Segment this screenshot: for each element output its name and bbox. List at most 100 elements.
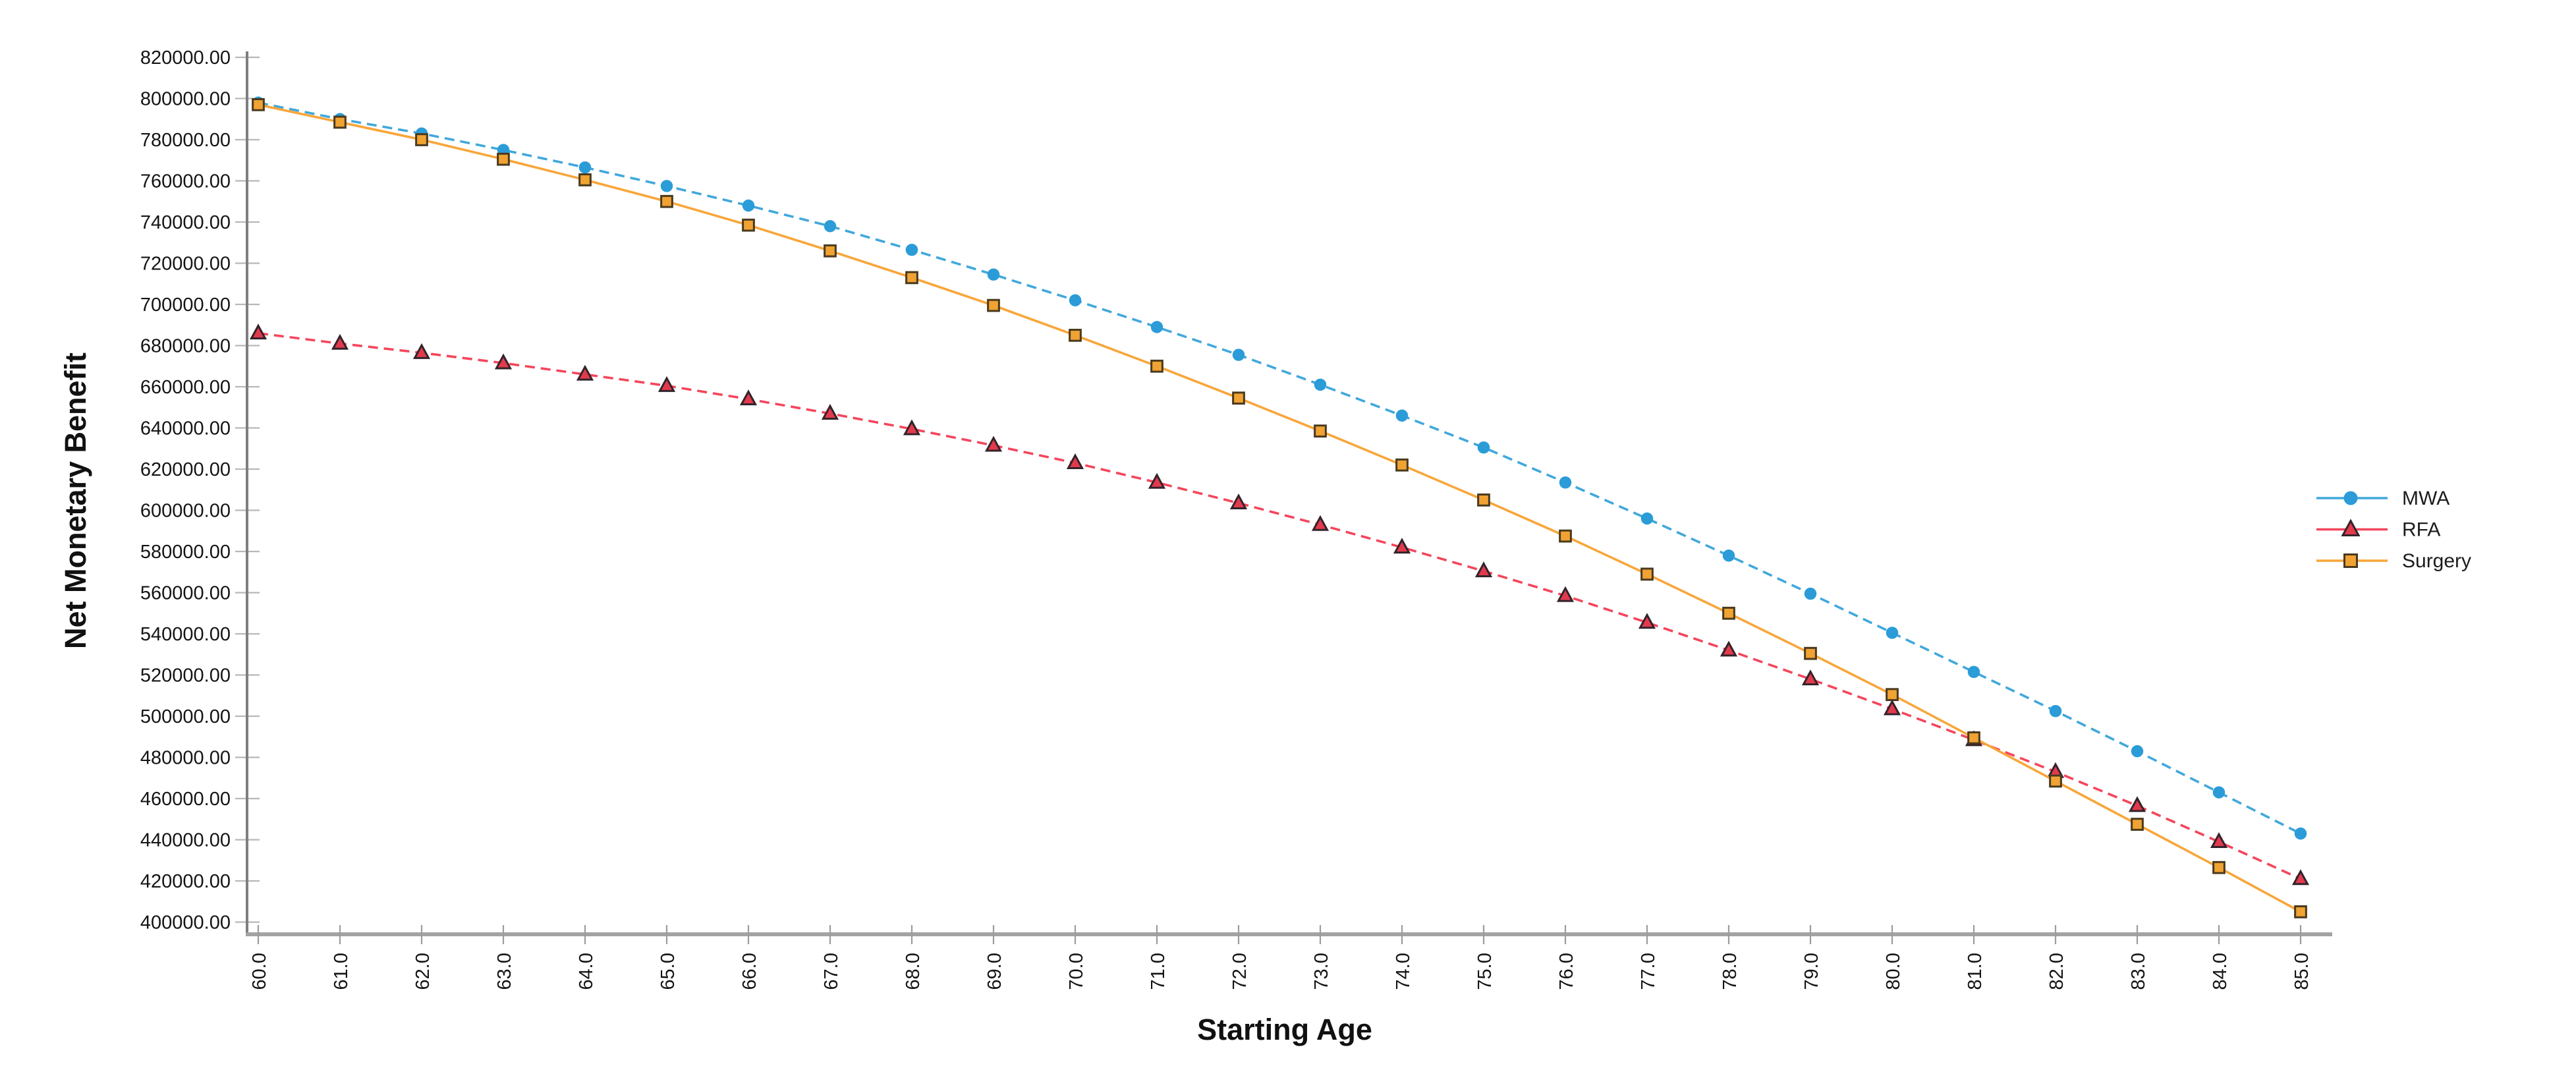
x-tick-label: 82.0 — [2046, 953, 2067, 990]
series-surgery — [252, 98, 2307, 918]
triangle-marker — [1883, 699, 1901, 716]
series-line — [258, 103, 2301, 913]
series-rfa — [249, 324, 2310, 886]
circle-marker — [2049, 704, 2062, 718]
circle-marker — [1722, 550, 1735, 562]
y-tick-label: 440000.00 — [140, 830, 231, 851]
triangle-marker — [2210, 832, 2228, 849]
triangle-marker — [2341, 519, 2361, 536]
square-marker — [1722, 606, 1735, 620]
legend-label: RFA — [2402, 519, 2440, 541]
x-tick-label: 64.0 — [576, 953, 597, 990]
x-tick-label: 72.0 — [1229, 953, 1250, 990]
series-lines — [249, 96, 2310, 918]
x-tick-label: 76.0 — [1556, 953, 1577, 990]
x-tick-label: 60.0 — [249, 953, 270, 990]
x-tick-label: 78.0 — [1720, 953, 1741, 990]
square-marker — [987, 298, 1000, 312]
square-marker — [1886, 688, 1899, 702]
y-tick-label: 400000.00 — [140, 913, 231, 934]
series-mwa — [252, 96, 2307, 840]
x-tick-label: 67.0 — [821, 953, 842, 990]
square-marker — [578, 173, 592, 186]
triangle-marker — [1556, 586, 1575, 602]
square-marker — [2131, 818, 2144, 831]
square-marker — [1314, 424, 1327, 438]
square-marker — [1559, 529, 1572, 543]
y-tick-label: 680000.00 — [140, 336, 231, 357]
square-marker — [2049, 774, 2062, 788]
legend-item-mwa: MWA — [2316, 488, 2450, 509]
circle-marker — [1314, 378, 1327, 391]
triangle-marker — [331, 333, 349, 350]
circle-marker — [824, 220, 837, 233]
x-tick-label: 71.0 — [1148, 953, 1169, 990]
triangle-marker — [1393, 538, 1411, 554]
square-marker — [1804, 646, 1817, 660]
square-marker — [1150, 359, 1163, 373]
square-marker — [1967, 731, 1980, 745]
x-tick-label: 85.0 — [2291, 953, 2312, 990]
y-tick-label: 480000.00 — [140, 748, 231, 769]
y-tick-label: 460000.00 — [140, 789, 231, 810]
x-tick-label: 80.0 — [1883, 953, 1904, 990]
x-tick-label: 77.0 — [1638, 953, 1659, 990]
y-tick-label: 660000.00 — [140, 377, 231, 398]
triangle-marker — [821, 404, 839, 420]
triangle-marker — [1311, 515, 1330, 531]
x-tick-label: 65.0 — [658, 953, 679, 990]
square-marker — [1640, 567, 1654, 581]
triangle-marker — [1638, 613, 1656, 629]
triangle-marker — [903, 419, 921, 436]
circle-marker — [905, 243, 918, 256]
circle-marker — [578, 161, 592, 174]
x-axis-title: Starting Age — [1197, 1013, 1372, 1046]
square-marker — [252, 98, 265, 111]
triangle-marker — [1801, 669, 1820, 686]
circle-marker — [2294, 827, 2307, 840]
y-axis-title: Net Monetary Benefit — [59, 353, 92, 649]
triangle-marker — [658, 376, 676, 392]
square-marker — [2294, 905, 2307, 918]
y-tick-label: 720000.00 — [140, 254, 231, 275]
square-marker — [333, 115, 347, 129]
square-marker — [824, 244, 837, 258]
x-tick-label: 81.0 — [1965, 953, 1986, 990]
x-tick-label: 66.0 — [739, 953, 760, 990]
x-tick-label: 84.0 — [2210, 953, 2231, 990]
triangle-marker — [494, 353, 513, 370]
y-tick-label: 600000.00 — [140, 501, 231, 522]
axes: 820000.00 800000.00 780000.00 760000.00 7400… — [140, 47, 2332, 990]
x-tick-label: 79.0 — [1801, 953, 1822, 990]
circle-marker — [1150, 321, 1163, 333]
triangle-marker — [1720, 640, 1738, 657]
square-marker — [742, 218, 755, 232]
square-marker — [2212, 860, 2226, 874]
triangle-marker — [1148, 472, 1166, 489]
circle-marker — [1069, 294, 1082, 306]
y-tick-label: 420000.00 — [140, 871, 231, 892]
square-marker — [1477, 494, 1490, 507]
square-marker — [1395, 458, 1409, 472]
y-tick-label: 800000.00 — [140, 89, 231, 110]
square-marker — [497, 152, 510, 166]
circle-marker — [1395, 409, 1409, 422]
y-tick-label: 580000.00 — [140, 542, 231, 563]
legend: MWA RFA Surgery — [2316, 488, 2471, 572]
circle-marker — [1232, 349, 1245, 361]
x-tick-label: 63.0 — [494, 953, 515, 990]
x-tick-label: 70.0 — [1066, 953, 1087, 990]
circle-marker — [1967, 665, 1980, 679]
y-tick-label: 640000.00 — [140, 418, 231, 439]
legend-label: MWA — [2402, 488, 2450, 509]
circle-marker — [660, 180, 673, 192]
circle-marker — [2343, 491, 2358, 505]
legend-label: Surgery — [2402, 550, 2471, 572]
circle-marker — [1886, 627, 1899, 639]
x-tick-label: 75.0 — [1474, 953, 1496, 990]
square-marker — [2343, 553, 2358, 568]
y-tick-label: 540000.00 — [140, 624, 231, 645]
x-tick-label: 74.0 — [1393, 953, 1414, 990]
y-tick-label: 520000.00 — [140, 665, 231, 687]
